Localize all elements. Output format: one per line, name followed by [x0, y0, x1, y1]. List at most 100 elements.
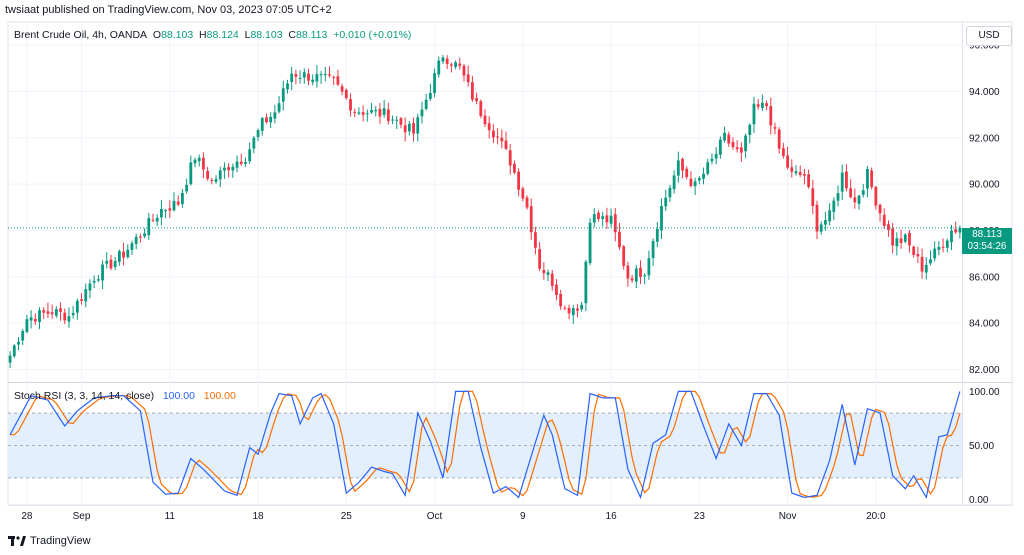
candle-body: [626, 265, 630, 279]
candle-body: [849, 188, 853, 198]
candle-body: [235, 161, 239, 168]
candle-body: [609, 215, 613, 224]
candle-body: [937, 246, 941, 250]
published-header: twsiaat published on TradingView.com, No…: [5, 4, 332, 16]
candle-body: [798, 172, 802, 175]
candle-body: [601, 216, 605, 219]
candle-body: [584, 261, 588, 304]
candle-body: [223, 167, 226, 171]
candle-body: [361, 112, 365, 115]
candle-body: [542, 269, 546, 274]
candle-body: [189, 162, 193, 185]
candle-body: [260, 118, 264, 131]
candle-body: [265, 117, 268, 123]
candle-body: [866, 169, 869, 189]
candle-body: [567, 307, 571, 314]
candle-body: [525, 197, 529, 208]
candle-body: [42, 310, 46, 313]
price-tick-label: 90.000: [969, 180, 1000, 191]
candle-body: [941, 246, 945, 248]
candle-body: [824, 220, 827, 225]
candle-body: [945, 240, 949, 248]
candle-body: [454, 62, 457, 67]
candle-body: [643, 275, 647, 277]
candle-body: [903, 234, 907, 242]
stoch-tick-label: 50.00: [969, 441, 994, 452]
stoch-d-value: 100.00: [203, 390, 236, 402]
candle-body: [492, 130, 495, 138]
candle-body: [672, 175, 676, 190]
candle-body: [794, 171, 798, 174]
candle-body: [916, 254, 920, 257]
candle-body: [71, 312, 75, 316]
candle-body: [298, 77, 302, 79]
time-tick-label: 20:0: [866, 511, 886, 522]
candle-body: [17, 341, 20, 345]
stoch-band: [8, 413, 962, 478]
footer-brand[interactable]: TradingView: [8, 535, 91, 547]
currency-button[interactable]: USD: [966, 26, 1012, 46]
candle-body: [668, 188, 672, 198]
candle-body: [840, 172, 844, 192]
candle-body: [147, 218, 151, 236]
candle-body: [294, 74, 298, 77]
candle-body: [933, 248, 937, 259]
candle-body: [403, 125, 407, 133]
candle-body: [277, 103, 281, 112]
price-tick-label: 86.000: [969, 272, 1000, 283]
candle-body: [853, 197, 857, 203]
stoch-label: Stoch RSI (3, 3, 14, 14, close): [14, 390, 155, 402]
time-tick-label: 28: [21, 511, 33, 522]
candle-body: [500, 137, 504, 142]
candle-body: [546, 272, 550, 275]
candle-body: [479, 101, 483, 117]
candle-body: [660, 206, 663, 231]
candle-body: [33, 318, 37, 322]
time-tick-label: 9: [520, 511, 526, 522]
candle-body: [357, 112, 361, 114]
candle-body: [786, 155, 789, 168]
candle-body: [302, 72, 306, 78]
candle-body: [319, 74, 323, 76]
last-price-tag: 88.113 03:54:26: [962, 228, 1012, 254]
candle-body: [756, 104, 760, 107]
candle-body: [811, 188, 815, 207]
candle-body: [458, 63, 462, 66]
candle-body: [420, 109, 424, 117]
candle-body: [487, 123, 491, 131]
candle-body: [437, 60, 441, 75]
candle-body: [273, 112, 277, 119]
candle-body: [697, 178, 701, 181]
candle-body: [832, 200, 836, 212]
countdown-value: 03:54:26: [967, 241, 1007, 252]
candle-body: [517, 171, 521, 190]
candle-body: [924, 264, 928, 273]
candle-body: [206, 170, 210, 179]
candle-body: [760, 102, 764, 109]
candle-body: [138, 236, 142, 238]
candle-body: [681, 158, 684, 171]
candle-body: [269, 116, 273, 123]
candle-body: [126, 249, 130, 258]
candle-body: [878, 204, 882, 214]
candle-body: [281, 88, 285, 102]
symbol-title: Brent Crude Oil, 4h, OANDA: [14, 29, 148, 41]
candle-body: [563, 307, 567, 309]
candle-body: [765, 103, 768, 107]
candle-body: [731, 141, 735, 148]
candle-body: [639, 267, 642, 277]
candle-body: [88, 283, 92, 291]
footer-label: TradingView: [30, 535, 91, 547]
low-value: 88.103: [250, 29, 283, 41]
candle-body: [807, 174, 811, 187]
candle-body: [693, 181, 697, 187]
candle-body: [46, 311, 50, 314]
candle-body: [117, 251, 121, 262]
candle-body: [534, 232, 537, 248]
candle-body: [597, 212, 600, 220]
candle-body: [874, 186, 878, 206]
candle-body: [227, 167, 231, 171]
candle-body: [735, 147, 739, 150]
candle-body: [328, 74, 331, 76]
